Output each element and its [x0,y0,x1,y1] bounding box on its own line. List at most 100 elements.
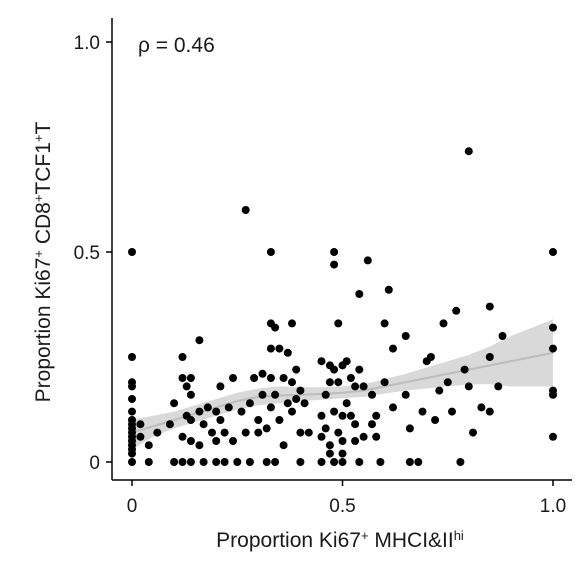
data-point [178,458,187,466]
x-tick-label: 0 [127,496,138,517]
data-point [342,357,351,366]
data-point [233,458,242,466]
data-point [178,353,187,361]
axis-title-superscript: + [31,250,46,258]
data-point [262,424,271,433]
x-axis-title: Proportion Ki67+ MHCI&IIhi [216,528,464,553]
data-point [460,365,469,374]
data-point [334,428,343,437]
data-point [405,424,414,433]
data-point [128,395,136,403]
data-point [229,374,237,382]
data-point [372,432,381,441]
data-point [258,390,267,399]
data-point [186,437,195,445]
x-tick-label: 0.5 [329,496,355,517]
data-point [128,382,136,391]
axis-title-segment: CD8 [32,202,55,250]
data-point [359,382,368,391]
data-point [195,441,204,450]
y-axis-title: Proportion Ki67+ CD8+TCF1+T [31,121,56,402]
data-point [170,399,179,408]
data-point [351,420,360,429]
data-point [212,458,221,466]
data-point [237,407,246,416]
data-point [549,432,557,441]
data-point [212,437,221,445]
data-point [317,432,326,441]
data-point [128,407,136,416]
data-point [338,411,347,420]
data-point [208,428,216,437]
data-point [338,449,347,458]
axis-title-superscript: hi [454,528,464,543]
data-point [144,458,153,466]
data-point [485,353,494,361]
data-point [334,319,343,328]
data-point [292,365,301,374]
data-point [136,432,145,441]
data-point [330,458,339,466]
data-point [258,369,267,378]
data-point [283,399,292,408]
data-point [549,248,557,256]
data-point [389,344,397,353]
data-point [384,285,393,294]
data-point [494,382,503,391]
data-point [418,407,427,416]
data-point [464,382,473,391]
data-point [216,416,225,424]
data-point [271,323,280,332]
data-point [485,302,494,311]
y-tick-label: 1.0 [74,33,100,54]
data-points-layer [128,147,557,466]
data-point [186,390,195,399]
data-point [549,323,557,332]
data-point [389,403,397,412]
data-point [288,407,296,416]
data-point [220,428,229,437]
data-point [448,407,456,416]
data-point [271,390,280,399]
data-point [195,336,204,345]
data-point [330,365,339,374]
axis-title-superscript: + [31,195,46,203]
data-point [321,390,330,399]
data-point [266,403,275,412]
data-point [380,378,389,387]
data-point [170,458,179,466]
data-point [153,428,162,437]
data-point [325,378,334,387]
data-point [292,395,301,403]
data-point [368,420,376,429]
data-point [330,260,339,269]
data-point [317,411,326,420]
x-tick-label: 1.0 [540,496,566,517]
data-point [203,403,212,412]
data-point [212,407,221,416]
data-point [128,353,136,361]
data-point [431,416,440,424]
data-point [372,411,381,420]
data-point [128,449,136,458]
data-point [549,390,557,399]
data-point [498,332,507,340]
data-point [271,458,280,466]
data-point [279,441,288,450]
data-point [300,399,309,408]
data-point [317,357,326,366]
data-point [338,458,347,466]
data-point [368,390,376,399]
data-point [220,458,229,466]
data-point [317,458,326,466]
data-point [325,441,334,450]
axis-title-segment: TCF1 [32,142,55,195]
data-point [241,206,250,214]
data-point [351,437,360,445]
data-point [275,344,284,353]
data-point [330,407,339,416]
data-point [262,458,271,466]
data-point [338,437,347,445]
data-point [245,399,254,408]
